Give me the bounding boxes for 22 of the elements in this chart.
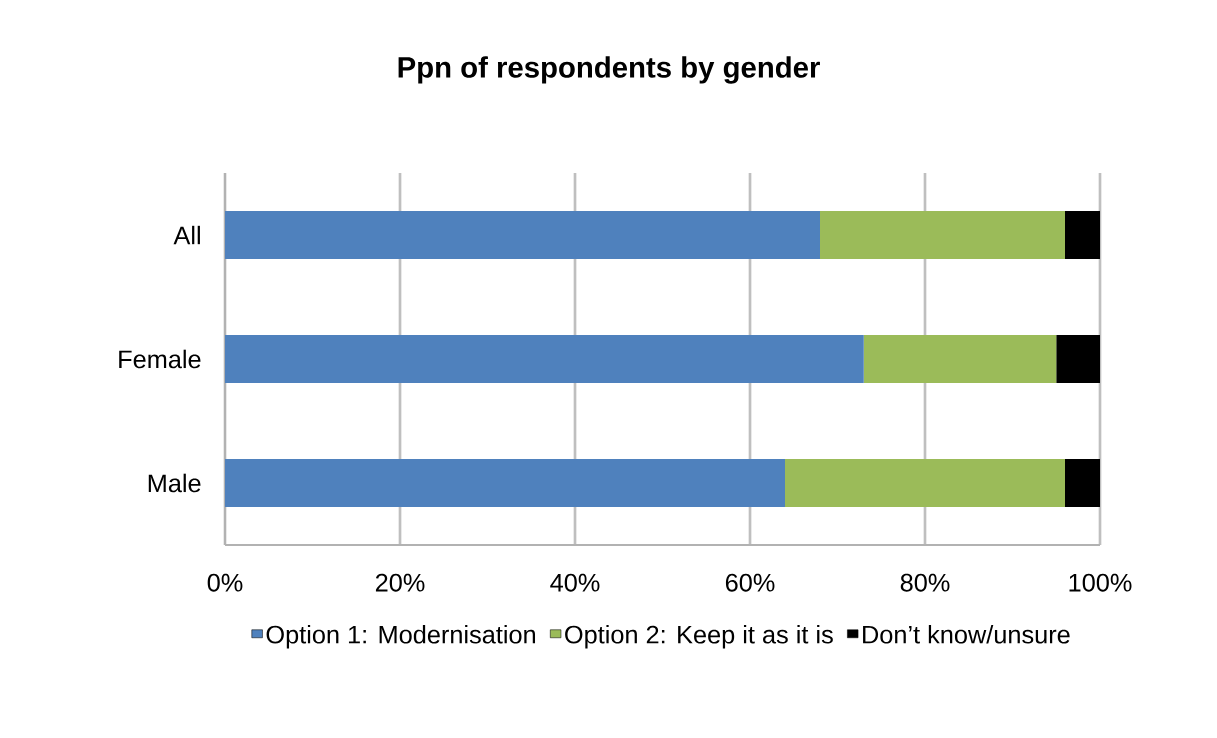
x-tick-label: 0%: [207, 573, 243, 592]
bar: [863, 335, 1057, 383]
x-tick-label: 100%: [1069, 573, 1132, 592]
y-tick-label: All: [173, 225, 200, 245]
y-tick-label: Female: [119, 349, 201, 369]
x-tick-label: 60%: [725, 573, 775, 592]
bar: [1065, 458, 1100, 507]
legend-label: Option 1: Modernisation: [266, 624, 536, 649]
x-tick-label: 80%: [900, 573, 950, 592]
bar: [1056, 335, 1100, 383]
y-tick-label: Male: [148, 473, 201, 493]
bar: [785, 458, 1065, 507]
x-tick-label: 20%: [375, 573, 425, 592]
bar: [820, 211, 1065, 259]
legend-label: Don’t know/unsure: [863, 624, 1070, 644]
bar: [1065, 211, 1100, 259]
bar: [225, 211, 820, 259]
bar: [225, 335, 864, 383]
chart-title: Ppn of respondents by gender: [398, 56, 820, 84]
legend-label: Option 2: Keep it as it is: [565, 624, 833, 649]
x-tick-label: 40%: [550, 573, 600, 592]
bar: [225, 458, 785, 507]
